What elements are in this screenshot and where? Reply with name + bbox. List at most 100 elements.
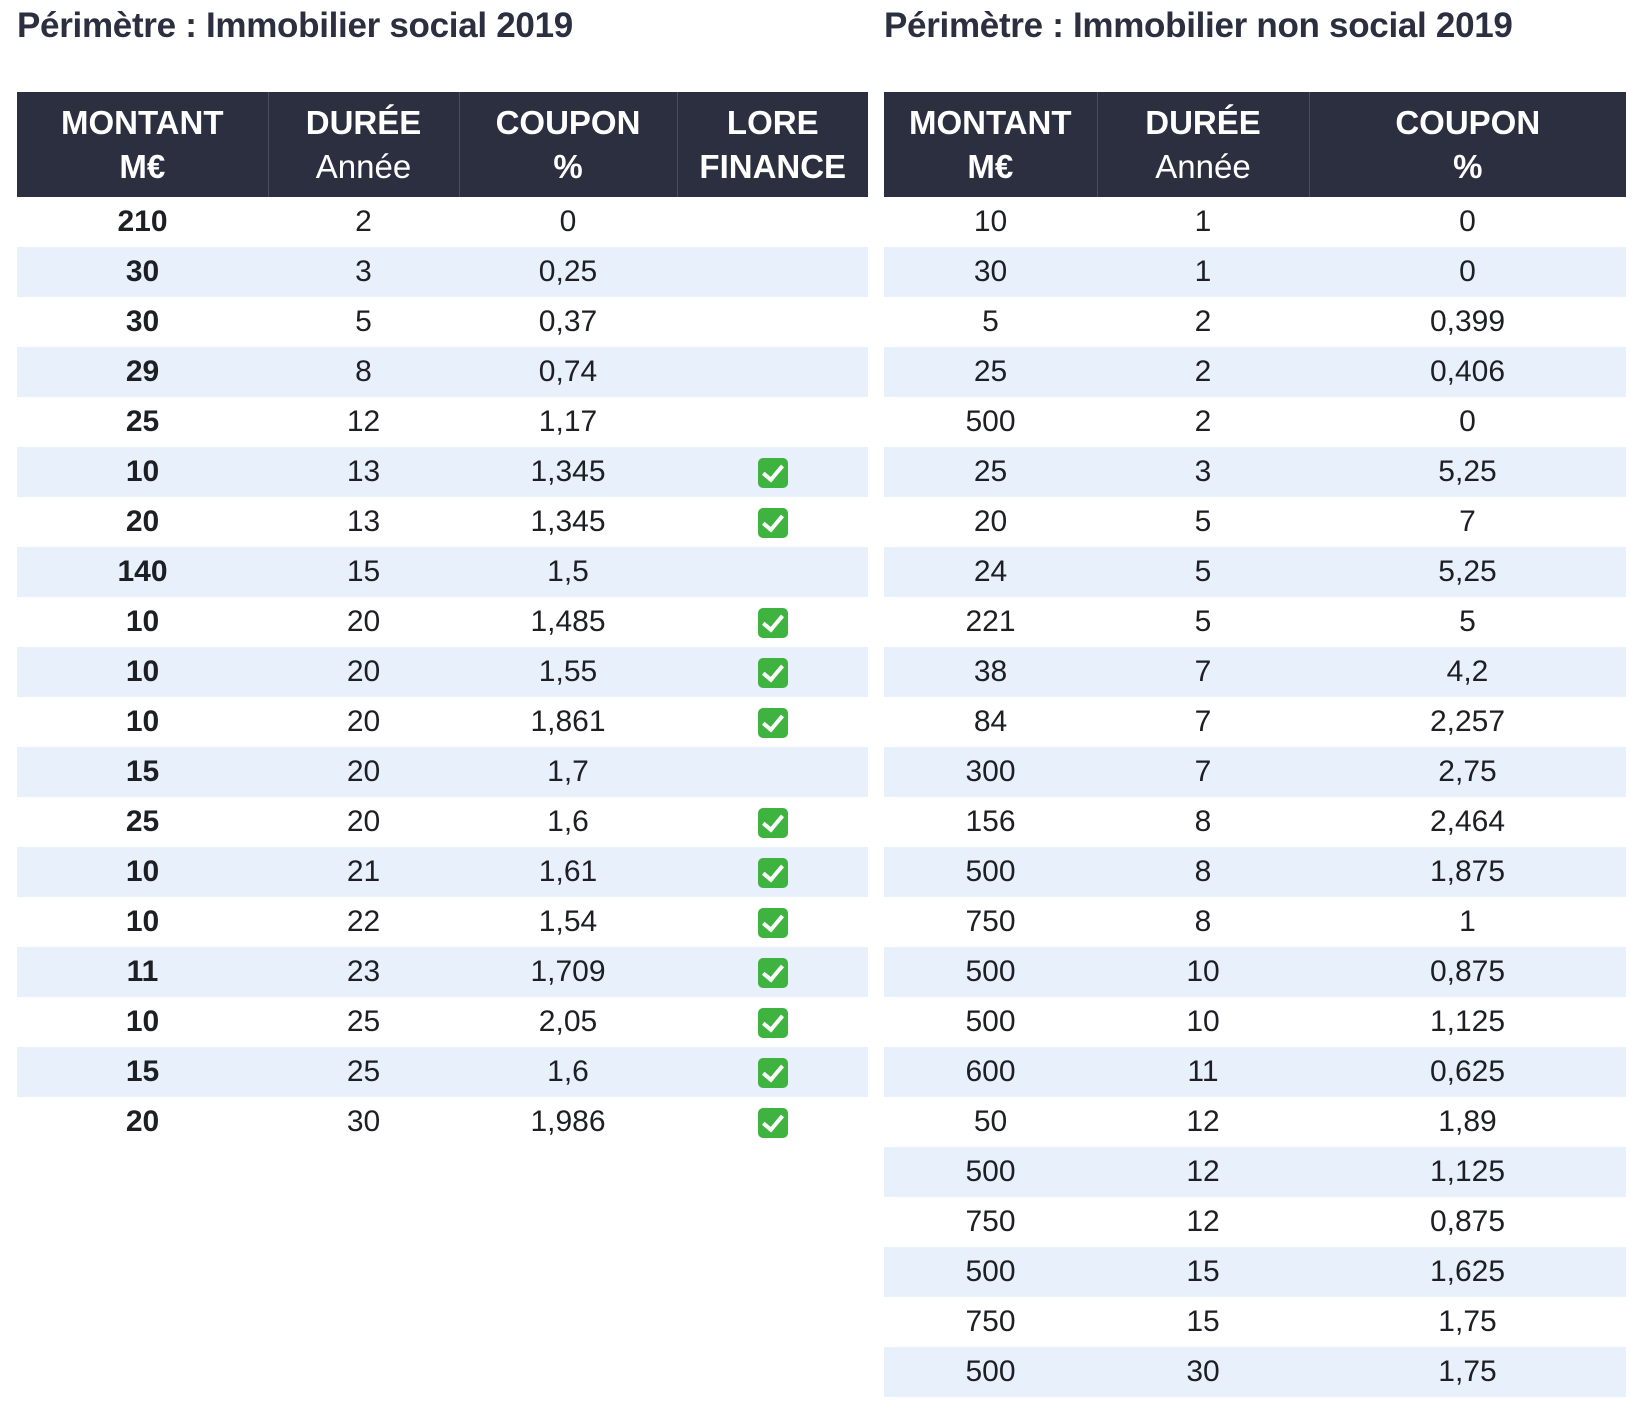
table-row: 500 10 1,125	[884, 997, 1626, 1047]
lore-finance-cell	[677, 747, 868, 797]
montant-cell: 20	[884, 497, 1097, 547]
column-header-label: MONTANT	[908, 103, 1072, 141]
duree-cell: 7	[1097, 697, 1309, 747]
checkmark-icon	[757, 508, 788, 539]
table-row: 750 15 1,75	[884, 1297, 1626, 1347]
duree-cell: 2	[268, 197, 459, 247]
montant-cell: 15	[17, 747, 268, 797]
montant-cell: 5	[884, 297, 1097, 347]
duree-cell: 30	[268, 1097, 459, 1147]
montant-cell: 10	[17, 647, 268, 697]
coupon-cell: 0,37	[459, 297, 677, 347]
checkmark-icon	[757, 858, 788, 889]
non-social-table-body: 10 1 0 30 1 0 5 2 0,399 25 2 0,406 500 2 0 25 3 5,25 20 5 7 2…	[884, 197, 1626, 1397]
duree-cell: 21	[268, 847, 459, 897]
checkmark-icon	[757, 1058, 788, 1089]
coupon-cell: 1,55	[459, 647, 677, 697]
lore-finance-cell	[677, 1047, 868, 1097]
column-header-unit: %	[1453, 147, 1483, 185]
duree-cell: 12	[268, 397, 459, 447]
column-header-unit: Année	[315, 147, 412, 185]
montant-cell: 24	[884, 547, 1097, 597]
duree-cell: 20	[268, 647, 459, 697]
montant-cell: 750	[884, 1197, 1097, 1247]
table-row: 500 15 1,625	[884, 1247, 1626, 1297]
coupon-cell: 0,875	[1309, 1197, 1626, 1247]
duree-cell: 5	[1097, 547, 1309, 597]
table-row: 10 25 2,05	[17, 997, 868, 1047]
duree-cell: 2	[1097, 297, 1309, 347]
column-header-label: DURÉE	[305, 103, 422, 141]
duree-cell: 12	[1097, 1097, 1309, 1147]
coupon-cell: 0,625	[1309, 1047, 1626, 1097]
table-row: 600 11 0,625	[884, 1047, 1626, 1097]
montant-cell: 11	[17, 947, 268, 997]
social-panel-title: Périmètre : Immobilier social 2019	[17, 6, 573, 45]
duree-cell: 7	[1097, 747, 1309, 797]
montant-cell: 10	[17, 597, 268, 647]
non-social-panel-title: Périmètre : Immobilier non social 2019	[884, 6, 1513, 45]
coupon-cell: 1,17	[459, 397, 677, 447]
table-row: 500 2 0	[884, 397, 1626, 447]
coupon-cell: 1,625	[1309, 1247, 1626, 1297]
duree-cell: 15	[1097, 1297, 1309, 1347]
duree-cell: 15	[268, 547, 459, 597]
coupon-cell: 1,89	[1309, 1097, 1626, 1147]
duree-cell: 12	[1097, 1147, 1309, 1197]
coupon-cell: 0	[1309, 397, 1626, 447]
montant-cell: 25	[884, 347, 1097, 397]
coupon-cell: 0,74	[459, 347, 677, 397]
table-row: 221 5 5	[884, 597, 1626, 647]
duree-cell: 13	[268, 447, 459, 497]
lore-finance-cell	[677, 897, 868, 947]
montant-cell: 500	[884, 847, 1097, 897]
checkmark-icon	[757, 958, 788, 989]
table-row: 25 12 1,17	[17, 397, 868, 447]
coupon-cell: 1,125	[1309, 997, 1626, 1047]
montant-cell: 29	[17, 347, 268, 397]
montant-cell: 300	[884, 747, 1097, 797]
column-header-montant: MONTANT M€	[17, 92, 269, 197]
coupon-cell: 1	[1309, 897, 1626, 947]
table-row: 20 13 1,345	[17, 497, 868, 547]
column-header-duree: DURÉE Année	[1097, 92, 1310, 197]
table-row: 20 5 7	[884, 497, 1626, 547]
table-row: 20 30 1,986	[17, 1097, 868, 1147]
table-row: 750 12 0,875	[884, 1197, 1626, 1247]
montant-cell: 30	[17, 297, 268, 347]
duree-cell: 2	[1097, 347, 1309, 397]
montant-cell: 750	[884, 1297, 1097, 1347]
duree-cell: 5	[268, 297, 459, 347]
coupon-cell: 1,125	[1309, 1147, 1626, 1197]
column-header-label: DURÉE	[1145, 103, 1261, 141]
table-row: 25 2 0,406	[884, 347, 1626, 397]
coupon-cell: 1,875	[1309, 847, 1626, 897]
coupon-cell: 0	[1309, 197, 1626, 247]
coupon-cell: 1,5	[459, 547, 677, 597]
duree-cell: 1	[1097, 247, 1309, 297]
duree-cell: 10	[1097, 997, 1309, 1047]
checkmark-icon	[757, 908, 788, 939]
coupon-cell: 1,54	[459, 897, 677, 947]
montant-cell: 221	[884, 597, 1097, 647]
table-row: 500 30 1,75	[884, 1347, 1626, 1397]
montant-cell: 600	[884, 1047, 1097, 1097]
table-row: 10 21 1,61	[17, 847, 868, 897]
table-row: 140 15 1,5	[17, 547, 868, 597]
coupon-cell: 1,345	[459, 497, 677, 547]
social-table-header-row: MONTANT M€ DURÉE Année COUPON % LORE FIN…	[17, 92, 868, 197]
montant-cell: 500	[884, 1347, 1097, 1397]
table-row: 29 8 0,74	[17, 347, 868, 397]
coupon-cell: 1,6	[459, 797, 677, 847]
montant-cell: 15	[17, 1047, 268, 1097]
montant-cell: 84	[884, 697, 1097, 747]
coupon-cell: 2,257	[1309, 697, 1626, 747]
column-header-label: LORE	[726, 103, 819, 141]
coupon-cell: 5,25	[1309, 547, 1626, 597]
montant-cell: 20	[17, 497, 268, 547]
coupon-cell: 2,464	[1309, 797, 1626, 847]
montant-cell: 10	[17, 897, 268, 947]
coupon-cell: 1,6	[459, 1047, 677, 1097]
lore-finance-cell	[677, 297, 868, 347]
table-row: 38 7 4,2	[884, 647, 1626, 697]
